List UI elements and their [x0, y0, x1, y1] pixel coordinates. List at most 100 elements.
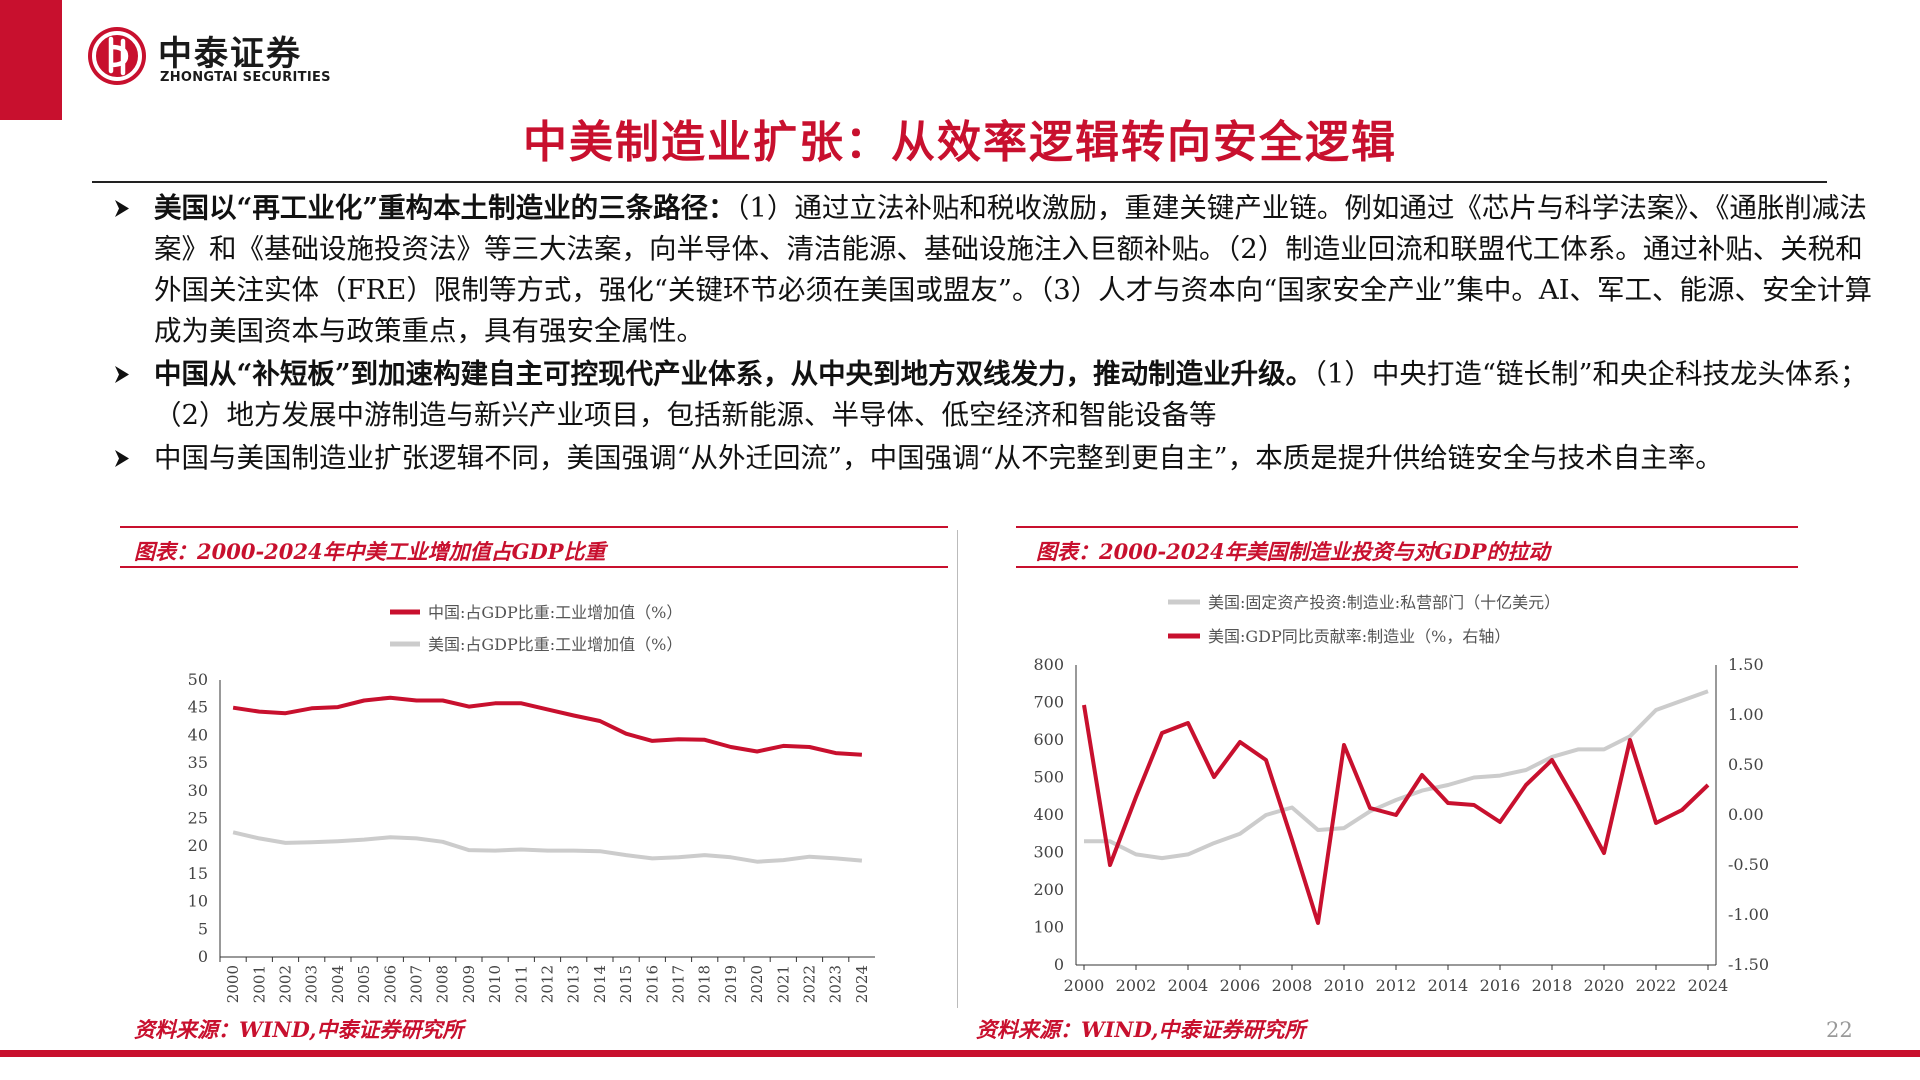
legend-label: 美国:固定资产投资:制造业:私营部门（十亿美元） — [1208, 593, 1560, 612]
y2-tick-label: 0.50 — [1728, 755, 1764, 774]
bullet-bold-text: 美国以“再工业化”重构本土制造业的三条路径： — [154, 192, 736, 224]
x-tick-label: 2006 — [381, 965, 399, 1003]
x-tick-label: 2017 — [670, 965, 688, 1003]
title-divider — [92, 181, 1827, 183]
x-tick-label: 2010 — [486, 965, 504, 1003]
y2-tick-label: 1.00 — [1728, 705, 1764, 724]
right-chart-title: 图表：2000-2024年美国制造业投资与对GDP的拉动 — [1036, 539, 1550, 564]
x-tick-label: 2018 — [1532, 976, 1573, 995]
x-tick-label: 2009 — [460, 965, 478, 1003]
bullet-text: （1）中央打造“链长制”和央企科技龙头体系；（2）地方发展中游制造与新兴产业项目… — [154, 358, 1868, 431]
right-line-chart: 美国:固定资产投资:制造业:私营部门（十亿美元） 美国:GDP同比贡献率:制造业（… — [1033, 593, 1769, 995]
x-tick-label: 2022 — [1636, 976, 1677, 995]
company-logo: 中泰证券 ZHONGTAI SECURITIES — [86, 22, 366, 92]
x-tick-label: 2008 — [1272, 976, 1313, 995]
x-tick-label: 2000 — [224, 965, 242, 1003]
y-tick-label: 45 — [188, 698, 208, 717]
y2-tick-label: -0.50 — [1728, 855, 1769, 874]
y-tick-label: 500 — [1033, 768, 1064, 787]
footer-bar — [0, 1050, 1920, 1057]
y-tick-label: 5 — [198, 919, 208, 938]
x-tick-label: 2018 — [696, 965, 714, 1003]
left-line-chart: 中国:占GDP比重:工业增加值（%） 美国:占GDP比重:工业增加值（%） 0 5 10… — [188, 603, 875, 1003]
legend-label: 中国:占GDP比重:工业增加值（%） — [428, 603, 682, 622]
legend-label: 美国:GDP同比贡献率:制造业（%，右轴） — [1208, 627, 1510, 646]
y-tick-label: 700 — [1033, 693, 1064, 712]
y2-tick-label: 1.50 — [1728, 655, 1764, 674]
x-tick-label: 2005 — [355, 965, 373, 1003]
left-panel-top-rule — [120, 526, 948, 528]
bullet-text: 中国与美国制造业扩张逻辑不同，美国强调“从外迁回流”，中国强调“从不完整到更自主… — [154, 442, 1723, 474]
x-tick-label: 2002 — [1116, 976, 1157, 995]
x-tick-label: 2011 — [512, 965, 530, 1003]
page-title: 中美制造业扩张：从效率逻辑转向安全逻辑 — [523, 117, 1397, 168]
brand-name-cn: 中泰证券 — [158, 34, 302, 74]
x-tick-label: 2013 — [565, 965, 583, 1003]
series-line — [232, 695, 863, 757]
x-tick-label: 2020 — [1584, 976, 1625, 995]
y-tick-label: 40 — [188, 725, 208, 744]
x-tick-label: 2008 — [434, 965, 452, 1003]
y-tick-label: 0 — [1054, 955, 1064, 974]
y-tick-label: 35 — [188, 753, 208, 772]
series-line — [1084, 689, 1709, 861]
x-tick-label: 2024 — [1688, 976, 1729, 995]
x-tick-label: 2014 — [1428, 976, 1469, 995]
x-tick-label: 2012 — [1376, 976, 1417, 995]
y-tick-label: 50 — [188, 670, 208, 689]
y-tick-label: 100 — [1033, 918, 1064, 937]
x-tick-label: 2006 — [1220, 976, 1261, 995]
arrow-bullet-icon — [115, 366, 129, 383]
y-tick-label: 200 — [1033, 880, 1064, 899]
x-tick-label: 2019 — [722, 965, 740, 1003]
panel-separator — [957, 530, 958, 1008]
series-line — [1082, 704, 1710, 925]
arrow-bullet-icon — [115, 200, 129, 217]
y-tick-label: 800 — [1033, 655, 1064, 674]
bullet-item-cn: 中国从“补短板”到加速构建自主可控现代产业体系，从中央到地方双线发力，推动制造业… — [108, 354, 1888, 436]
x-tick-label: 2020 — [748, 965, 766, 1003]
y-tick-label: 30 — [188, 781, 208, 800]
y-tick-label: 25 — [188, 809, 208, 828]
right-panel-bottom-rule — [1016, 566, 1798, 568]
x-tick-label: 2023 — [827, 965, 845, 1003]
y-tick-label: 600 — [1033, 730, 1064, 749]
x-tick-label: 2000 — [1064, 976, 1105, 995]
x-tick-label: 2002 — [277, 965, 295, 1003]
y-tick-label: 15 — [188, 864, 208, 883]
x-tick-label: 2010 — [1324, 976, 1365, 995]
x-tick-label: 2022 — [801, 965, 819, 1003]
series-line — [232, 830, 863, 864]
bullet-list: 美国以“再工业化”重构本土制造业的三条路径：（1）通过立法补贴和税收激励，重建关… — [108, 188, 1888, 481]
bullet-item-us: 美国以“再工业化”重构本土制造业的三条路径：（1）通过立法补贴和税收激励，重建关… — [108, 188, 1888, 352]
x-tick-label: 2016 — [643, 965, 661, 1003]
y-tick-label: 10 — [188, 892, 208, 911]
x-tick-label: 2021 — [774, 965, 792, 1003]
x-tick-label: 2012 — [539, 965, 557, 1003]
x-tick-label: 2024 — [853, 965, 871, 1003]
x-tick-label: 2016 — [1480, 976, 1521, 995]
y-tick-label: 0 — [198, 947, 208, 966]
y2-tick-label: 0.00 — [1728, 805, 1764, 824]
bullet-text: （1）通过立法补贴和税收激励，重建关键产业链。例如通过《芯片与科学法案》、《通胀… — [154, 192, 1873, 347]
y2-tick-label: -1.50 — [1728, 955, 1769, 974]
brand-color-bar — [0, 0, 62, 120]
x-tick-label: 2014 — [591, 965, 609, 1003]
y-tick-label: 400 — [1033, 805, 1064, 824]
bullet-bold-text: 中国从“补短板”到加速构建自主可控现代产业体系，从中央到地方双线发力，推动制造业… — [154, 358, 1314, 390]
left-chart-title: 图表：2000-2024年中美工业增加值占GDP比重 — [134, 539, 606, 564]
page-number: 22 — [1826, 1018, 1853, 1042]
right-chart-source: 资料来源：WIND,中泰证券研究所 — [976, 1017, 1306, 1042]
x-tick-label: 2007 — [408, 965, 426, 1003]
legend-label: 美国:占GDP比重:工业增加值（%） — [428, 635, 682, 654]
x-tick-label: 2001 — [250, 965, 268, 1003]
y2-tick-label: -1.00 — [1728, 905, 1769, 924]
left-panel-bottom-rule — [120, 566, 948, 568]
x-tick-label: 2003 — [303, 965, 321, 1003]
left-chart-source: 资料来源：WIND,中泰证券研究所 — [134, 1017, 464, 1042]
right-panel-top-rule — [1016, 526, 1798, 528]
y-tick-label: 20 — [188, 836, 208, 855]
arrow-bullet-icon — [115, 450, 129, 467]
x-tick-label: 2015 — [617, 965, 635, 1003]
x-tick-label: 2004 — [329, 965, 347, 1003]
